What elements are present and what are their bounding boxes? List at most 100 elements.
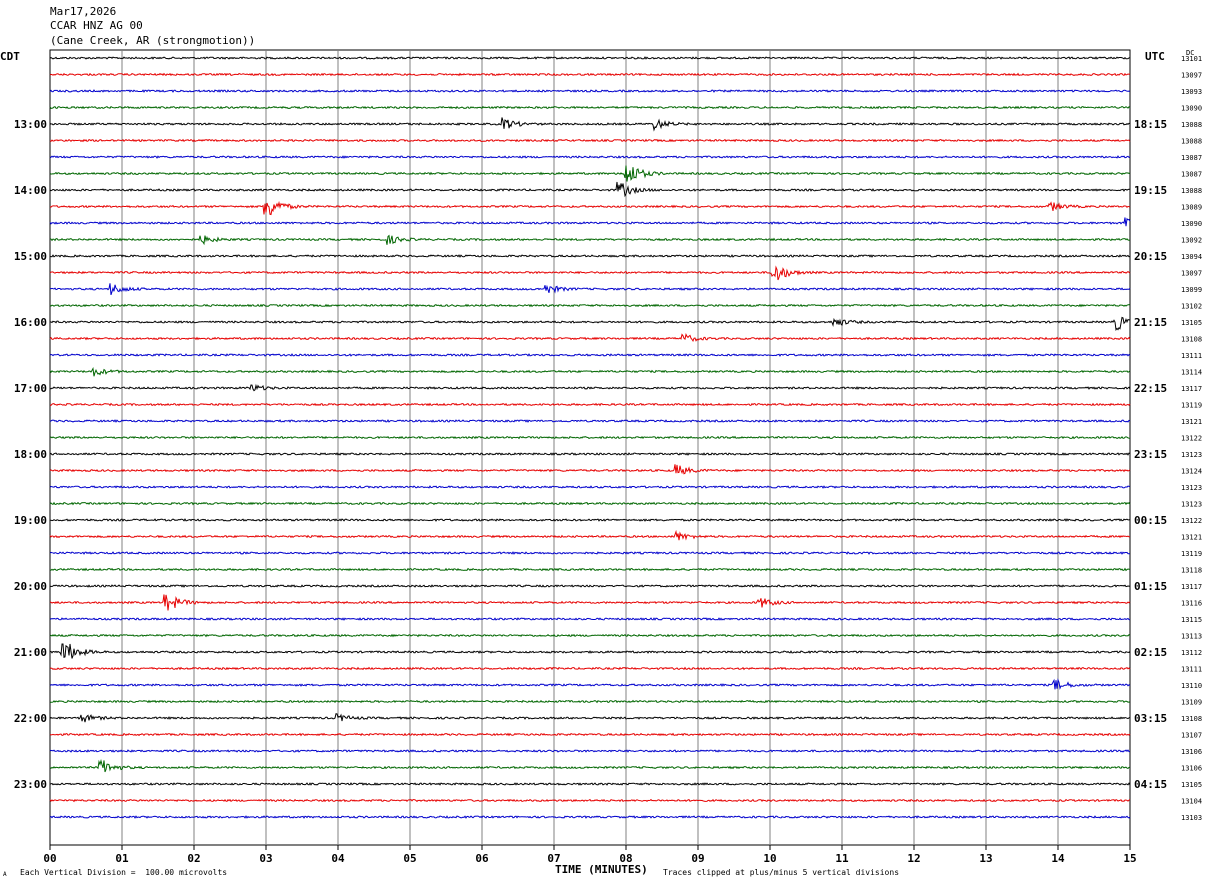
seismic-trace xyxy=(49,501,1131,506)
dc-count-label: 13105 xyxy=(1181,319,1202,327)
dc-count-label: 13094 xyxy=(1181,253,1202,261)
seismic-trace xyxy=(49,464,1131,475)
dc-count-label: 13116 xyxy=(1181,600,1202,608)
dc-count-label: 13090 xyxy=(1181,105,1202,113)
seismic-trace xyxy=(49,402,1131,407)
seismic-trace xyxy=(49,89,1131,93)
utc-hour-label: 03:15 xyxy=(1134,712,1167,725)
dc-count-label: 13105 xyxy=(1181,781,1202,789)
utc-hour-label: 00:15 xyxy=(1134,514,1167,527)
seismic-trace xyxy=(49,594,1131,611)
dc-count-label: 13099 xyxy=(1181,286,1202,294)
dc-count-label: 13106 xyxy=(1181,765,1202,773)
seismic-trace xyxy=(49,759,1131,773)
dc-count-label: 13110 xyxy=(1181,682,1202,690)
x-tick-label: 05 xyxy=(403,852,416,865)
seismic-trace xyxy=(49,567,1130,572)
seismic-trace xyxy=(49,155,1131,159)
dc-count-label: 13088 xyxy=(1181,138,1202,146)
dc-count-label: 13121 xyxy=(1181,534,1202,542)
dc-count-label: 13108 xyxy=(1181,715,1202,723)
seismic-trace xyxy=(49,485,1131,489)
chart-station: CCAR HNZ AG 00 xyxy=(50,19,143,32)
seismic-trace xyxy=(49,234,1131,246)
chart-location: (Cane Creek, AR (strongmotion)) xyxy=(50,34,256,47)
utc-hour-label: 20:15 xyxy=(1134,250,1167,263)
x-tick-label: 02 xyxy=(187,852,200,865)
seismic-trace xyxy=(49,217,1131,227)
seismic-trace xyxy=(49,367,1131,377)
dc-count-label: 13108 xyxy=(1181,336,1202,344)
dc-count-label: 13087 xyxy=(1181,171,1202,179)
seismic-trace xyxy=(49,333,1131,342)
utc-timezone-label: UTC xyxy=(1145,50,1165,63)
cdt-hour-label: 16:00 xyxy=(14,316,47,329)
cdt-hour-label: 17:00 xyxy=(14,382,47,395)
x-tick-label: 14 xyxy=(1051,852,1065,865)
seismic-trace xyxy=(49,713,1131,723)
dc-count-label: 13119 xyxy=(1181,402,1202,410)
cdt-hour-label: 15:00 xyxy=(14,250,47,263)
dc-count-label: 13112 xyxy=(1181,649,1202,657)
seismic-trace xyxy=(49,419,1131,423)
dc-count-label: 13088 xyxy=(1181,121,1202,129)
x-tick-label: 11 xyxy=(835,852,849,865)
utc-hour-label: 22:15 xyxy=(1134,382,1167,395)
seismic-trace xyxy=(49,584,1131,588)
cdt-timezone-label: CDT xyxy=(0,50,20,63)
seismic-trace xyxy=(49,165,1131,182)
dc-count-label: 13102 xyxy=(1181,303,1202,311)
cdt-hour-label: 22:00 xyxy=(14,712,47,725)
seismic-trace xyxy=(49,181,1130,198)
seismic-trace xyxy=(49,529,1131,541)
x-tick-label: 06 xyxy=(475,852,489,865)
dc-count-label: 13114 xyxy=(1181,369,1202,377)
plot-frame xyxy=(49,49,1131,846)
utc-hour-label: 02:15 xyxy=(1134,646,1167,659)
seismic-trace xyxy=(49,56,1131,60)
scale-note: Each Vertical Division = 100.00 microvol… xyxy=(20,868,228,877)
dc-count-label: 13088 xyxy=(1181,187,1202,195)
dc-count-label: 13123 xyxy=(1181,451,1202,459)
dc-count-label: 13123 xyxy=(1181,501,1202,509)
utc-hour-label: 04:15 xyxy=(1134,778,1167,791)
dc-count-label: 13124 xyxy=(1181,468,1202,476)
dc-count-label: 13103 xyxy=(1181,814,1202,822)
seismic-trace xyxy=(49,105,1131,110)
seismic-trace xyxy=(49,452,1131,456)
chart-date: Mar17,2026 xyxy=(50,5,117,18)
cdt-hour-label: 23:00 xyxy=(14,778,47,791)
dc-count-label: 13121 xyxy=(1181,418,1202,426)
dc-count-label: 13097 xyxy=(1181,270,1202,278)
cdt-hour-label: 19:00 xyxy=(14,514,47,527)
seismic-trace xyxy=(49,138,1131,143)
dc-count-label: 13087 xyxy=(1181,154,1202,162)
seismic-trace xyxy=(49,117,1131,132)
seismic-trace xyxy=(49,316,1131,331)
seismic-trace xyxy=(49,643,1131,659)
dc-count-label: 13097 xyxy=(1181,72,1202,80)
dc-count-label: 13093 xyxy=(1181,88,1202,96)
seismic-trace xyxy=(49,353,1131,357)
dc-count-label: 13101 xyxy=(1181,55,1202,63)
x-tick-label: 08 xyxy=(619,852,632,865)
dc-count-label: 13089 xyxy=(1181,204,1202,212)
x-tick-label: 15 xyxy=(1123,852,1136,865)
seismic-trace xyxy=(49,749,1130,753)
dc-count-label: 13117 xyxy=(1181,583,1202,591)
dc-count-label: 13122 xyxy=(1181,435,1202,443)
dc-count-label: 13117 xyxy=(1181,385,1202,393)
seismic-trace xyxy=(49,798,1131,803)
x-tick-label: 03 xyxy=(259,852,272,865)
x-tick-label: 09 xyxy=(691,852,704,865)
dc-count-label: 13123 xyxy=(1181,484,1202,492)
seismic-trace xyxy=(49,435,1131,440)
dc-count-label: 13111 xyxy=(1181,352,1202,360)
utc-hour-label: 18:15 xyxy=(1134,118,1167,131)
x-axis-title: TIME (MINUTES) xyxy=(555,863,648,876)
seismic-trace xyxy=(49,265,1131,281)
dc-count-label: 13090 xyxy=(1181,220,1202,228)
dc-count-label: 13106 xyxy=(1181,748,1202,756)
seismic-trace xyxy=(49,200,1131,216)
dc-count-label: 13115 xyxy=(1181,616,1202,624)
